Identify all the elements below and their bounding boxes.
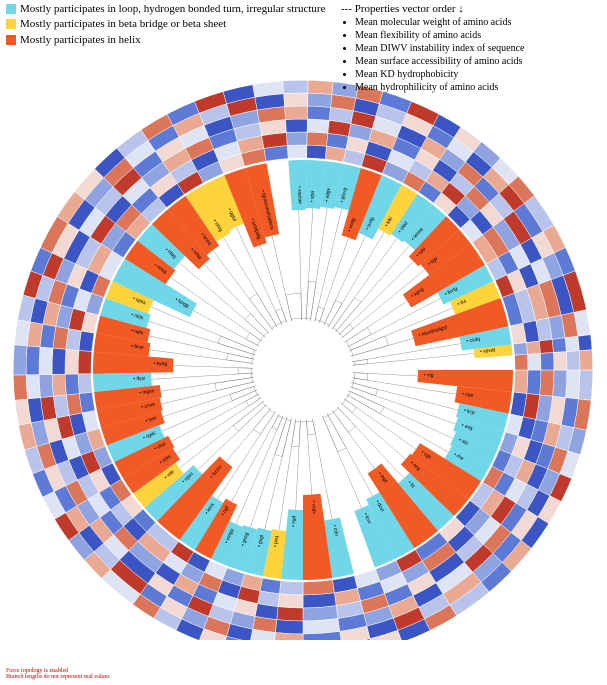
property-item: Mean DIWV instability index of sequence — [355, 42, 601, 55]
legend-label: Mostly participates in loop, hydrogen bo… — [20, 2, 325, 16]
footer-line2: Branch lengths do not represent real val… — [6, 674, 110, 681]
legend-row: Mostly participates in helix — [6, 33, 326, 47]
property-item: Mean molecular weight of amino acids — [355, 16, 601, 29]
legend-swatch — [6, 4, 16, 14]
sector-label: • vpa — [309, 191, 316, 203]
category-ring — [93, 160, 513, 580]
legend-swatch — [6, 19, 16, 29]
sector-label: • vlg — [424, 372, 434, 379]
property-item: Mean hydrophilicity of amino acids — [355, 81, 601, 94]
properties-list: Mean molecular weight of amino acidsMean… — [341, 16, 601, 94]
legend-properties: --- Properties vector order ↓ Mean molec… — [341, 2, 601, 94]
legend-row: Mostly participates in beta bridge or be… — [6, 17, 326, 31]
property-item: Mean KD hydrophobicity — [355, 68, 601, 81]
legend-row: Mostly participates in loop, hydrogen bo… — [6, 2, 326, 16]
header: Mostly participates in loop, hydrogen bo… — [0, 0, 607, 96]
footer-note: Force topology is enabled Branch lengths… — [6, 668, 110, 681]
property-item: Mean flexibility of amino acids — [355, 29, 601, 42]
footer-line1: Force topology is enabled — [6, 668, 110, 675]
legend-swatch — [6, 35, 16, 45]
legend-label: Mostly participates in helix — [20, 33, 141, 47]
properties-header: --- Properties vector order ↓ — [341, 3, 464, 15]
legend-categories: Mostly participates in loop, hydrogen bo… — [6, 2, 326, 48]
sector-label: • ssetae — [296, 186, 302, 204]
sector-label: • kyng — [153, 361, 167, 367]
property-item: Mean surface accessibility of amino acid… — [355, 55, 601, 68]
legend-label: Mostly participates in beta bridge or be… — [20, 17, 226, 31]
sector-label: • vgd — [291, 515, 298, 527]
sector-label: • vsgv — [310, 500, 317, 514]
sector-label: • lfysi — [133, 376, 145, 383]
